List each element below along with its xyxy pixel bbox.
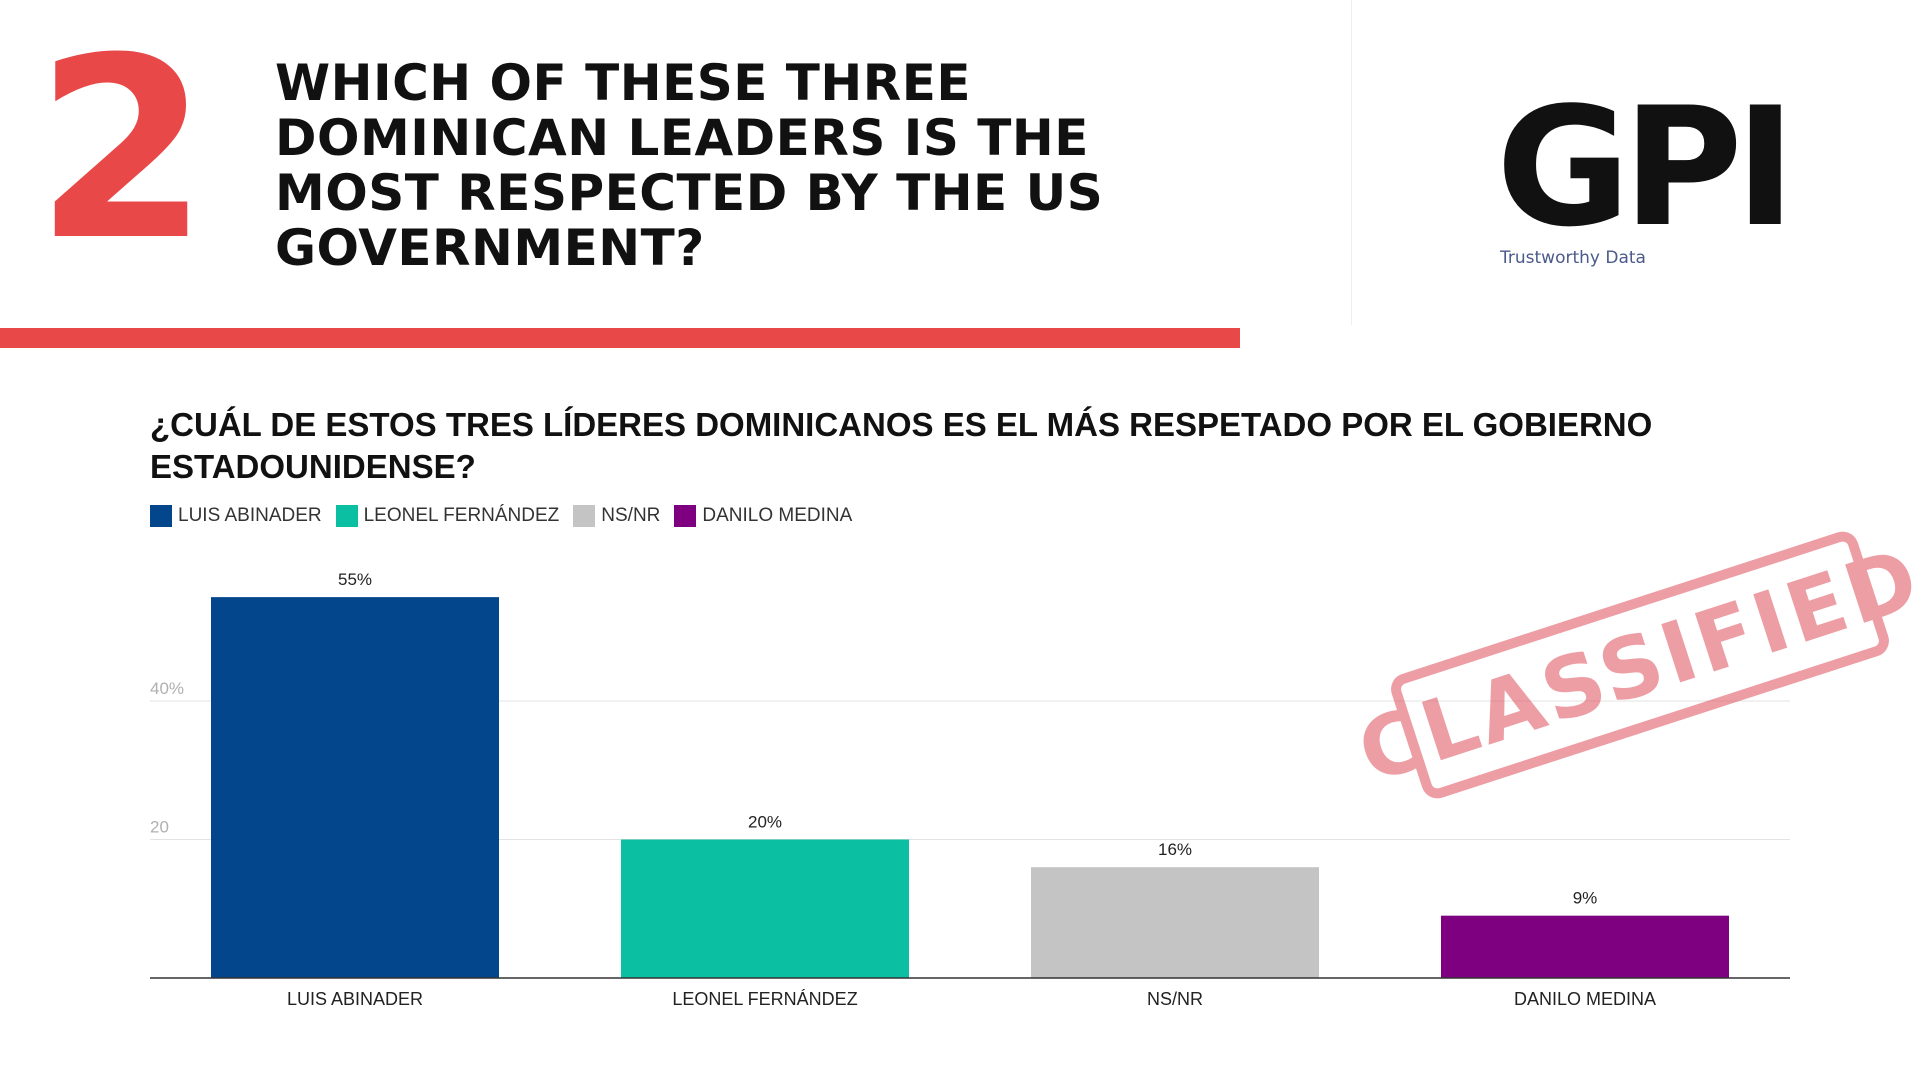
y-tick-label: 20 bbox=[150, 818, 169, 837]
bar bbox=[211, 597, 499, 978]
accent-bar bbox=[0, 328, 1240, 348]
legend-swatch bbox=[573, 505, 596, 527]
legend-label: LUIS ABINADER bbox=[178, 505, 322, 526]
bar bbox=[621, 839, 909, 978]
category-label: LUIS ABINADER bbox=[287, 989, 423, 1009]
legend-swatch bbox=[674, 505, 697, 527]
legend-item: LUIS ABINADER bbox=[150, 505, 322, 527]
legend-label: LEONEL FERNÁNDEZ bbox=[363, 505, 560, 526]
legend-label: NS/NR bbox=[601, 505, 661, 526]
legend-item: NS/NR bbox=[573, 505, 660, 527]
chart-legend: LUIS ABINADER LEONEL FERNÁNDEZ NS/NR DANILO… bbox=[150, 504, 866, 528]
legend-swatch bbox=[150, 505, 172, 527]
legend-item: DANILO MEDINA bbox=[674, 505, 852, 527]
logo-tagline: Trustworthy Data bbox=[1500, 248, 1646, 268]
value-label: 55% bbox=[338, 570, 372, 589]
bar bbox=[1031, 867, 1319, 978]
y-tick-label: 40% bbox=[150, 679, 184, 698]
legend-swatch bbox=[335, 505, 358, 527]
headline: WHICH OF THESE THREE DOMINICAN LEADERS I… bbox=[275, 54, 1104, 277]
value-label: 16% bbox=[1158, 840, 1192, 859]
header-divider bbox=[1351, 0, 1352, 325]
gpi-logo: GPI bbox=[1496, 72, 1796, 263]
category-label: LEONEL FERNÁNDEZ bbox=[672, 989, 857, 1009]
legend-label: DANILO MEDINA bbox=[702, 505, 853, 526]
chart-title: ¿CUÁL DE ESTOS TRES LÍDERES DOMINICANOS … bbox=[150, 406, 1653, 485]
category-label: DANILO MEDINA bbox=[1514, 989, 1656, 1009]
bar bbox=[1441, 915, 1729, 978]
legend-item: LEONEL FERNÁNDEZ bbox=[335, 505, 560, 527]
category-label: NS/NR bbox=[1147, 989, 1203, 1009]
question-number: 2 bbox=[35, 4, 209, 295]
value-label: 20% bbox=[748, 813, 782, 832]
value-label: 9% bbox=[1573, 889, 1598, 908]
